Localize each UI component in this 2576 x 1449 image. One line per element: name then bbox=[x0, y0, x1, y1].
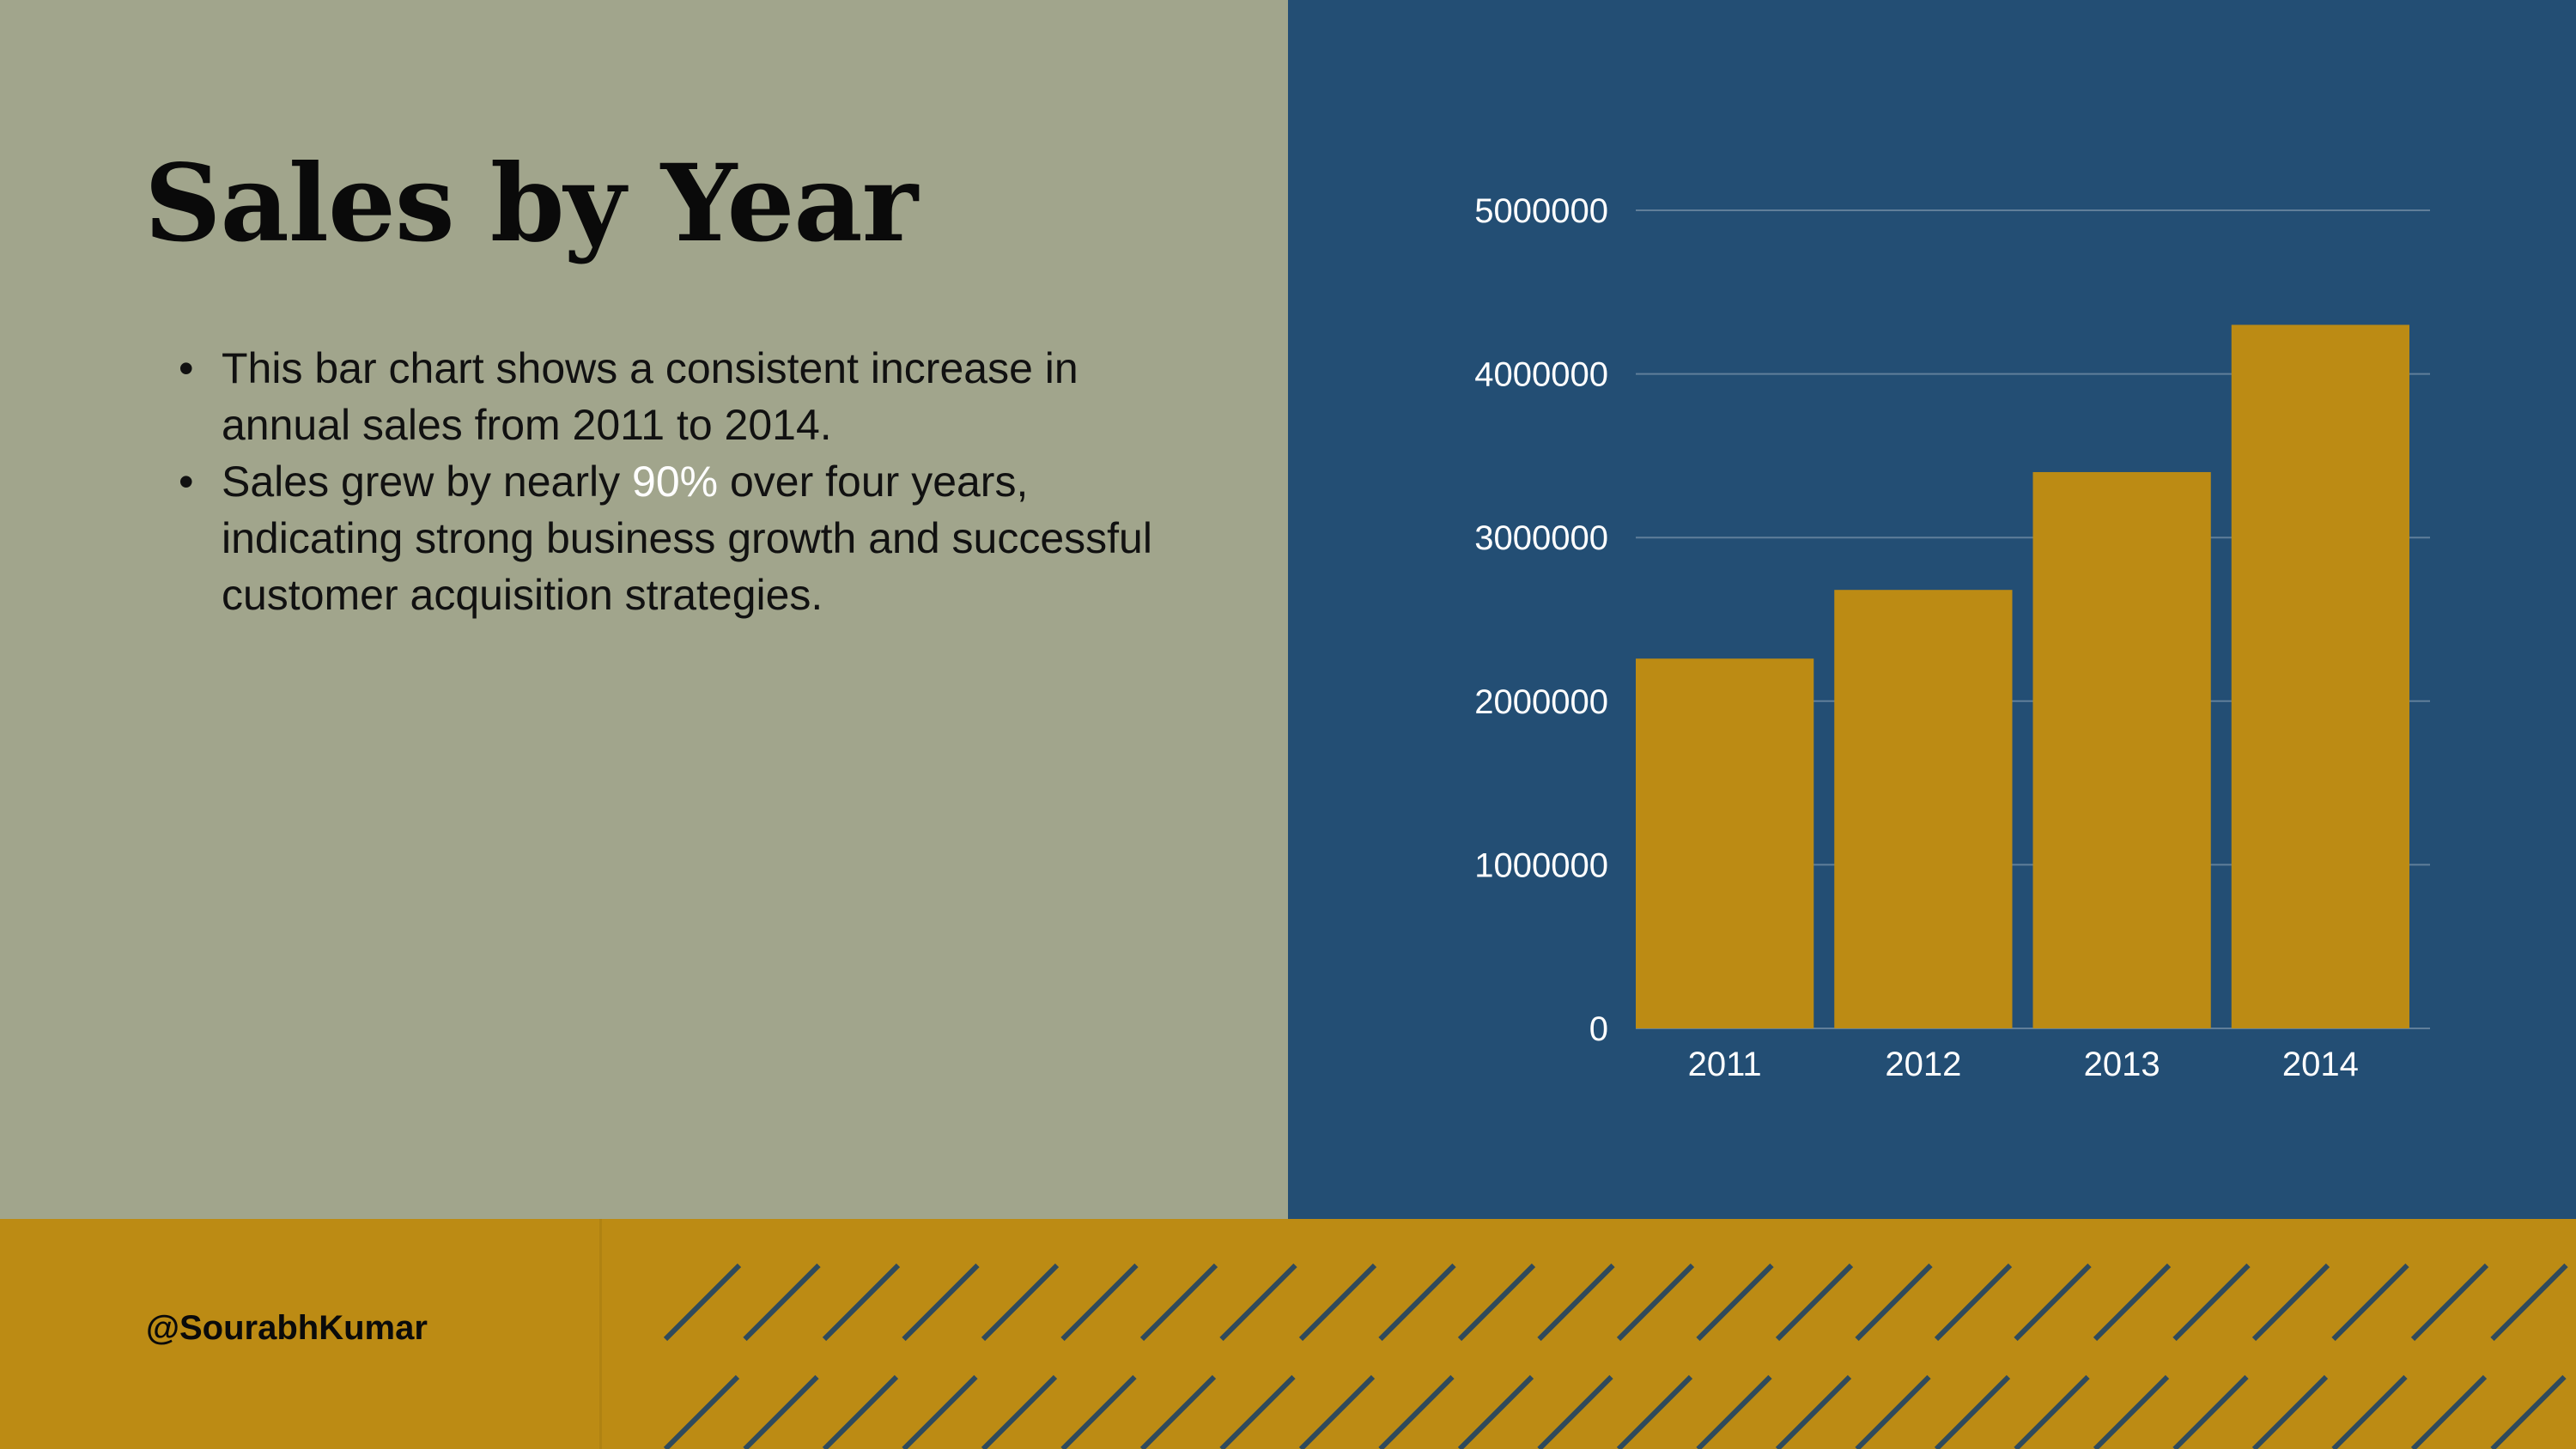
slide-title: Sales by Year bbox=[144, 142, 918, 266]
hatch-stripe bbox=[1934, 1374, 2011, 1449]
hatch-stripe bbox=[1060, 1263, 1139, 1342]
hatch-stripe bbox=[1219, 1374, 1296, 1449]
footer-divider bbox=[599, 1219, 602, 1449]
hatch-stripe bbox=[902, 1263, 980, 1342]
hatch-stripe bbox=[663, 1374, 740, 1449]
x-tick-label: 2014 bbox=[2282, 1046, 2359, 1083]
y-axis-ticks: 0 1000000 2000000 3000000 4000000 5000000 bbox=[1474, 192, 1608, 1048]
hatch-stripe bbox=[743, 1263, 821, 1342]
hatch-stripe bbox=[822, 1263, 901, 1342]
x-tick-label: 2011 bbox=[1688, 1046, 1762, 1083]
bars bbox=[1636, 324, 2409, 1028]
hatch-stripe bbox=[1934, 1263, 2013, 1342]
hatch-stripe bbox=[743, 1374, 819, 1449]
hatch-stripe bbox=[2251, 1263, 2330, 1342]
bullet-text-start: Sales grew by nearly bbox=[222, 458, 633, 506]
y-tick-label: 1000000 bbox=[1474, 846, 1608, 884]
hatch-stripe bbox=[1139, 1374, 1217, 1449]
hatch-stripe bbox=[1775, 1374, 1852, 1449]
x-axis-ticks: 2011 2012 2013 2014 bbox=[1688, 1046, 2359, 1083]
y-tick-label: 3000000 bbox=[1474, 519, 1608, 557]
hatch-stripe bbox=[2093, 1374, 2170, 1449]
text-panel: Sales by Year This bar chart shows a con… bbox=[0, 0, 1288, 1219]
hatch-stripe bbox=[2172, 1263, 2251, 1342]
hatch-stripe bbox=[1616, 1374, 1693, 1449]
hatch-stripe bbox=[1537, 1263, 1615, 1342]
hatch-stripe bbox=[1060, 1374, 1137, 1449]
hatch-stripe bbox=[2331, 1374, 2408, 1449]
hatch-stripe bbox=[2014, 1374, 2090, 1449]
hatch-stripe bbox=[2014, 1263, 2092, 1342]
hatch-stripe bbox=[2410, 1374, 2488, 1449]
hatch-stripe bbox=[822, 1374, 899, 1449]
hatch-stripe bbox=[2410, 1263, 2489, 1342]
hatch-stripe bbox=[2093, 1263, 2172, 1342]
bullet-item: Sales grew by nearly 90% over four years… bbox=[179, 453, 1166, 623]
hatch-stripe bbox=[1219, 1263, 1297, 1342]
hatch-stripe bbox=[981, 1263, 1060, 1342]
hatch-stripe bbox=[1298, 1263, 1377, 1342]
hatch-stripe bbox=[1855, 1374, 1931, 1449]
hatch-stripe bbox=[663, 1263, 742, 1342]
hatch-stripe bbox=[1457, 1374, 1534, 1449]
bar-2011 bbox=[1636, 658, 1814, 1028]
bullet-text-end: over four years, indicating strong busin… bbox=[222, 458, 1152, 619]
hatch-stripe bbox=[2490, 1263, 2568, 1342]
y-tick-label: 2000000 bbox=[1474, 683, 1608, 721]
bullet-item: This bar chart shows a consistent increa… bbox=[179, 340, 1166, 453]
x-tick-label: 2012 bbox=[1885, 1046, 1961, 1083]
hatch-stripe bbox=[1298, 1374, 1376, 1449]
hatch-stripe bbox=[1616, 1263, 1695, 1342]
y-tick-label: 4000000 bbox=[1474, 356, 1608, 394]
hatch-stripe bbox=[1457, 1263, 1536, 1342]
hatch-stripe bbox=[902, 1374, 978, 1449]
x-tick-label: 2013 bbox=[2084, 1046, 2160, 1083]
y-tick-label: 5000000 bbox=[1474, 192, 1608, 230]
bar-2014 bbox=[2231, 324, 2409, 1028]
hatch-stripe bbox=[1855, 1263, 1933, 1342]
hatch-stripe bbox=[1696, 1374, 1772, 1449]
bar-2012 bbox=[1834, 590, 2013, 1028]
hatch-stripe bbox=[1696, 1263, 1774, 1342]
hatch-stripe bbox=[2331, 1263, 2409, 1342]
hatch-stripe bbox=[1378, 1374, 1455, 1449]
hatch-stripe bbox=[1378, 1263, 1456, 1342]
hatch-stripe bbox=[2172, 1374, 2249, 1449]
footer-band: @SourabhKumar bbox=[0, 1219, 2576, 1449]
highlight-percentage: 90% bbox=[632, 458, 719, 506]
hatch-stripe bbox=[2251, 1374, 2329, 1449]
author-handle: @SourabhKumar bbox=[146, 1309, 428, 1347]
hatch-pattern bbox=[663, 1263, 2568, 1449]
hatch-stripe bbox=[1775, 1263, 1854, 1342]
hatch-stripe bbox=[1139, 1263, 1218, 1342]
y-tick-label: 0 bbox=[1589, 1010, 1608, 1048]
hatch-stripe bbox=[1537, 1374, 1613, 1449]
bullet-list: This bar chart shows a consistent increa… bbox=[179, 340, 1166, 623]
hatch-stripe bbox=[2490, 1374, 2567, 1449]
bar-chart: 0 1000000 2000000 3000000 4000000 5000000 201… bbox=[1474, 192, 2430, 1083]
hatch-stripe bbox=[981, 1374, 1058, 1449]
bar-2013 bbox=[2032, 471, 2211, 1028]
bullet-text: This bar chart shows a consistent increa… bbox=[222, 344, 1078, 449]
